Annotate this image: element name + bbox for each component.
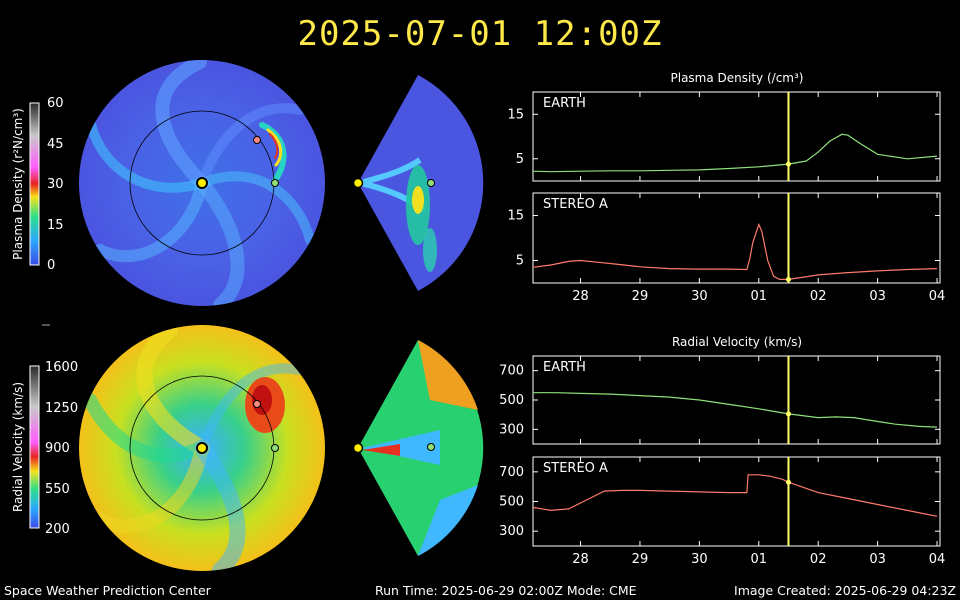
x-tick-label: 04 [929, 552, 946, 567]
current-value-dot [785, 411, 791, 417]
density-tick-0: 0 [47, 258, 55, 273]
y-tick-label: 5 [516, 152, 524, 167]
y-tick-label: 300 [499, 524, 524, 539]
density-panel-title: Plasma Density (/cm³) [671, 71, 804, 85]
y-tick-label: 700 [499, 364, 524, 379]
current-value-dot [785, 479, 791, 485]
y-tick-label: 15 [507, 107, 524, 122]
x-tick-label: 30 [691, 552, 708, 567]
panel-label: STEREO A [543, 197, 608, 212]
timeseries-panel-1: EARTH 15 5 [507, 91, 941, 182]
x-tick-label: 03 [869, 289, 886, 304]
velocity-tick-900: 900 [45, 441, 70, 456]
x-tick-label: 28 [572, 552, 589, 567]
x-tick-label: 28 [572, 289, 589, 304]
footer-runtime: Run Time: 2025-06-29 02:00Z Mode: CME [375, 583, 637, 598]
panel-frame [532, 91, 941, 182]
density-colorbar: Plasma Density (r²N/cm³) 60 45 30 15 0 [11, 96, 64, 273]
panel-frame [532, 355, 941, 445]
current-value-dot [785, 161, 791, 167]
velocity-meridional-map [352, 340, 484, 556]
density-tick-30: 30 [47, 177, 64, 192]
timeseries-panel-2: STEREO A 15 5 28 29 30 01 02 03 04 [507, 192, 946, 304]
velocity-colorbar-label: Radial Velocity (km/s) [11, 382, 25, 512]
x-tick-label: 03 [869, 552, 886, 567]
panel-frame [532, 192, 941, 284]
density-colorbar-label: Plasma Density (r²N/cm³) [11, 108, 25, 260]
y-tick-label: 500 [499, 495, 524, 510]
velocity-tick-200: 200 [45, 522, 70, 537]
x-tick-label: 30 [691, 289, 708, 304]
y-tick-label: 700 [499, 465, 524, 480]
x-tick-label: 04 [929, 289, 946, 304]
stereo-a-marker [253, 136, 261, 144]
series-line [532, 222, 938, 280]
x-tick-label: 01 [751, 289, 768, 304]
footer-org: Space Weather Prediction Center [4, 583, 211, 598]
current-value-dot [785, 276, 791, 282]
x-tick-label: 02 [810, 552, 827, 567]
velocity-tick-1600: 1600 [45, 360, 78, 375]
velocity-tick-1250: 1250 [45, 401, 78, 416]
velocity-colorbar: Radial Velocity (km/s) 1600 1250 900 550… [11, 360, 78, 537]
x-tick-label: 02 [810, 289, 827, 304]
y-tick-label: 5 [516, 254, 524, 269]
density-meridional-map [352, 75, 484, 291]
density-tick-60: 60 [47, 96, 64, 111]
density-tick-45: 45 [47, 137, 64, 152]
panel-label: EARTH [543, 96, 586, 111]
velocity-tick-550: 550 [45, 482, 70, 497]
y-tick-label: 15 [507, 209, 524, 224]
y-tick-label: 300 [499, 422, 524, 437]
series-line [532, 474, 938, 517]
timeseries-panel-3: EARTH 700 500 300 [499, 355, 941, 445]
y-tick-label: 500 [499, 393, 524, 408]
series-line [533, 392, 938, 428]
density-ecliptic-map [79, 60, 325, 306]
page-title: 2025-07-01 12:00Z [297, 14, 663, 54]
timeseries-panel-4: STEREO A 700 500 300 28 29 30 01 02 03 04 [499, 456, 946, 567]
velocity-panel-title: Radial Velocity (km/s) [672, 335, 802, 349]
footer-created: Image Created: 2025-06-29 04:23Z [734, 583, 956, 598]
x-tick-label: 29 [632, 552, 649, 567]
panel-label: EARTH [543, 360, 586, 375]
density-tick-15: 15 [47, 218, 64, 233]
panel-label: STEREO A [543, 461, 608, 476]
x-tick-label: 29 [632, 289, 649, 304]
x-tick-label: 01 [751, 552, 768, 567]
earth-marker [271, 179, 279, 187]
velocity-ecliptic-map [79, 325, 325, 571]
